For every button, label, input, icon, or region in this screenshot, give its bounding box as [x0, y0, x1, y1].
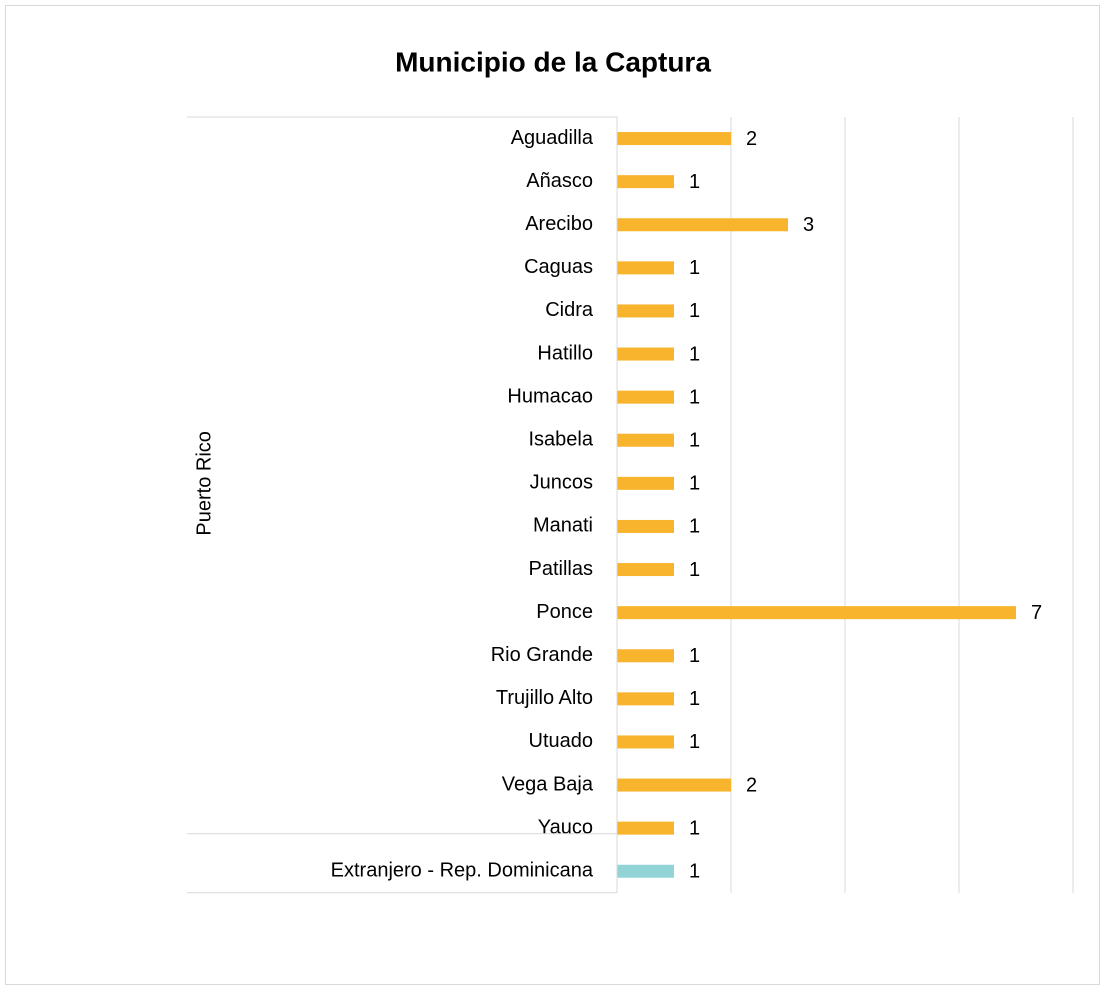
- y-tick-label: Aguadilla: [511, 127, 594, 149]
- y-tick-label: Yauco: [538, 816, 593, 838]
- y-tick-label: Humacao: [507, 385, 593, 407]
- data-label: 1: [689, 688, 700, 710]
- bar: [617, 778, 731, 792]
- chart-border: [5, 5, 1100, 985]
- data-label: 3: [803, 214, 814, 236]
- y-tick-label: Manati: [533, 515, 593, 537]
- data-label: 1: [689, 473, 700, 495]
- data-label: 1: [689, 300, 700, 322]
- bar: [617, 864, 674, 878]
- data-label: 1: [689, 516, 700, 538]
- bar: [617, 433, 674, 447]
- bar: [617, 519, 674, 533]
- y-tick-label: Caguas: [524, 256, 593, 278]
- bar: [617, 218, 788, 232]
- y-tick-label: Arecibo: [525, 213, 593, 235]
- y-tick-label: Vega Baja: [502, 773, 594, 795]
- chart-title: Municipio de la Captura: [395, 46, 711, 77]
- y-tick-label: Utuado: [529, 730, 594, 752]
- y-tick-label: Patillas: [529, 558, 593, 580]
- y-tick-label: Añasco: [526, 170, 593, 192]
- group-label: Puerto Rico: [193, 431, 215, 535]
- bar: [617, 175, 674, 189]
- y-tick-label: Ponce: [536, 601, 593, 623]
- data-label: 1: [689, 430, 700, 452]
- data-label: 1: [689, 559, 700, 581]
- data-label: 1: [689, 645, 700, 667]
- bar: [617, 821, 674, 835]
- bar: [617, 476, 674, 490]
- data-label: 1: [689, 343, 700, 365]
- y-tick-label: Isabela: [529, 429, 594, 451]
- data-label: 2: [746, 128, 757, 150]
- bar: [617, 132, 731, 146]
- bar: [617, 735, 674, 749]
- y-tick-label: Extranjero - Rep. Dominicana: [331, 860, 594, 882]
- y-tick-label: Cidra: [545, 299, 594, 321]
- y-tick-label: Juncos: [530, 472, 593, 494]
- bar: [617, 606, 1016, 620]
- bar: [617, 261, 674, 275]
- y-tick-label: Rio Grande: [491, 644, 593, 666]
- data-label: 1: [689, 817, 700, 839]
- bar: [617, 563, 674, 577]
- data-label: 2: [746, 774, 757, 796]
- bar: [617, 347, 674, 361]
- data-label: 1: [689, 861, 700, 883]
- data-label: 1: [689, 731, 700, 753]
- bar: [617, 304, 674, 318]
- bar: [617, 692, 674, 706]
- bar: [617, 649, 674, 663]
- y-tick-label: Hatillo: [537, 342, 593, 364]
- data-label: 1: [689, 386, 700, 408]
- data-label: 1: [689, 171, 700, 193]
- data-label: 7: [1031, 602, 1042, 624]
- y-tick-label: Trujillo Alto: [496, 687, 593, 709]
- data-label: 1: [689, 257, 700, 279]
- bar: [617, 390, 674, 404]
